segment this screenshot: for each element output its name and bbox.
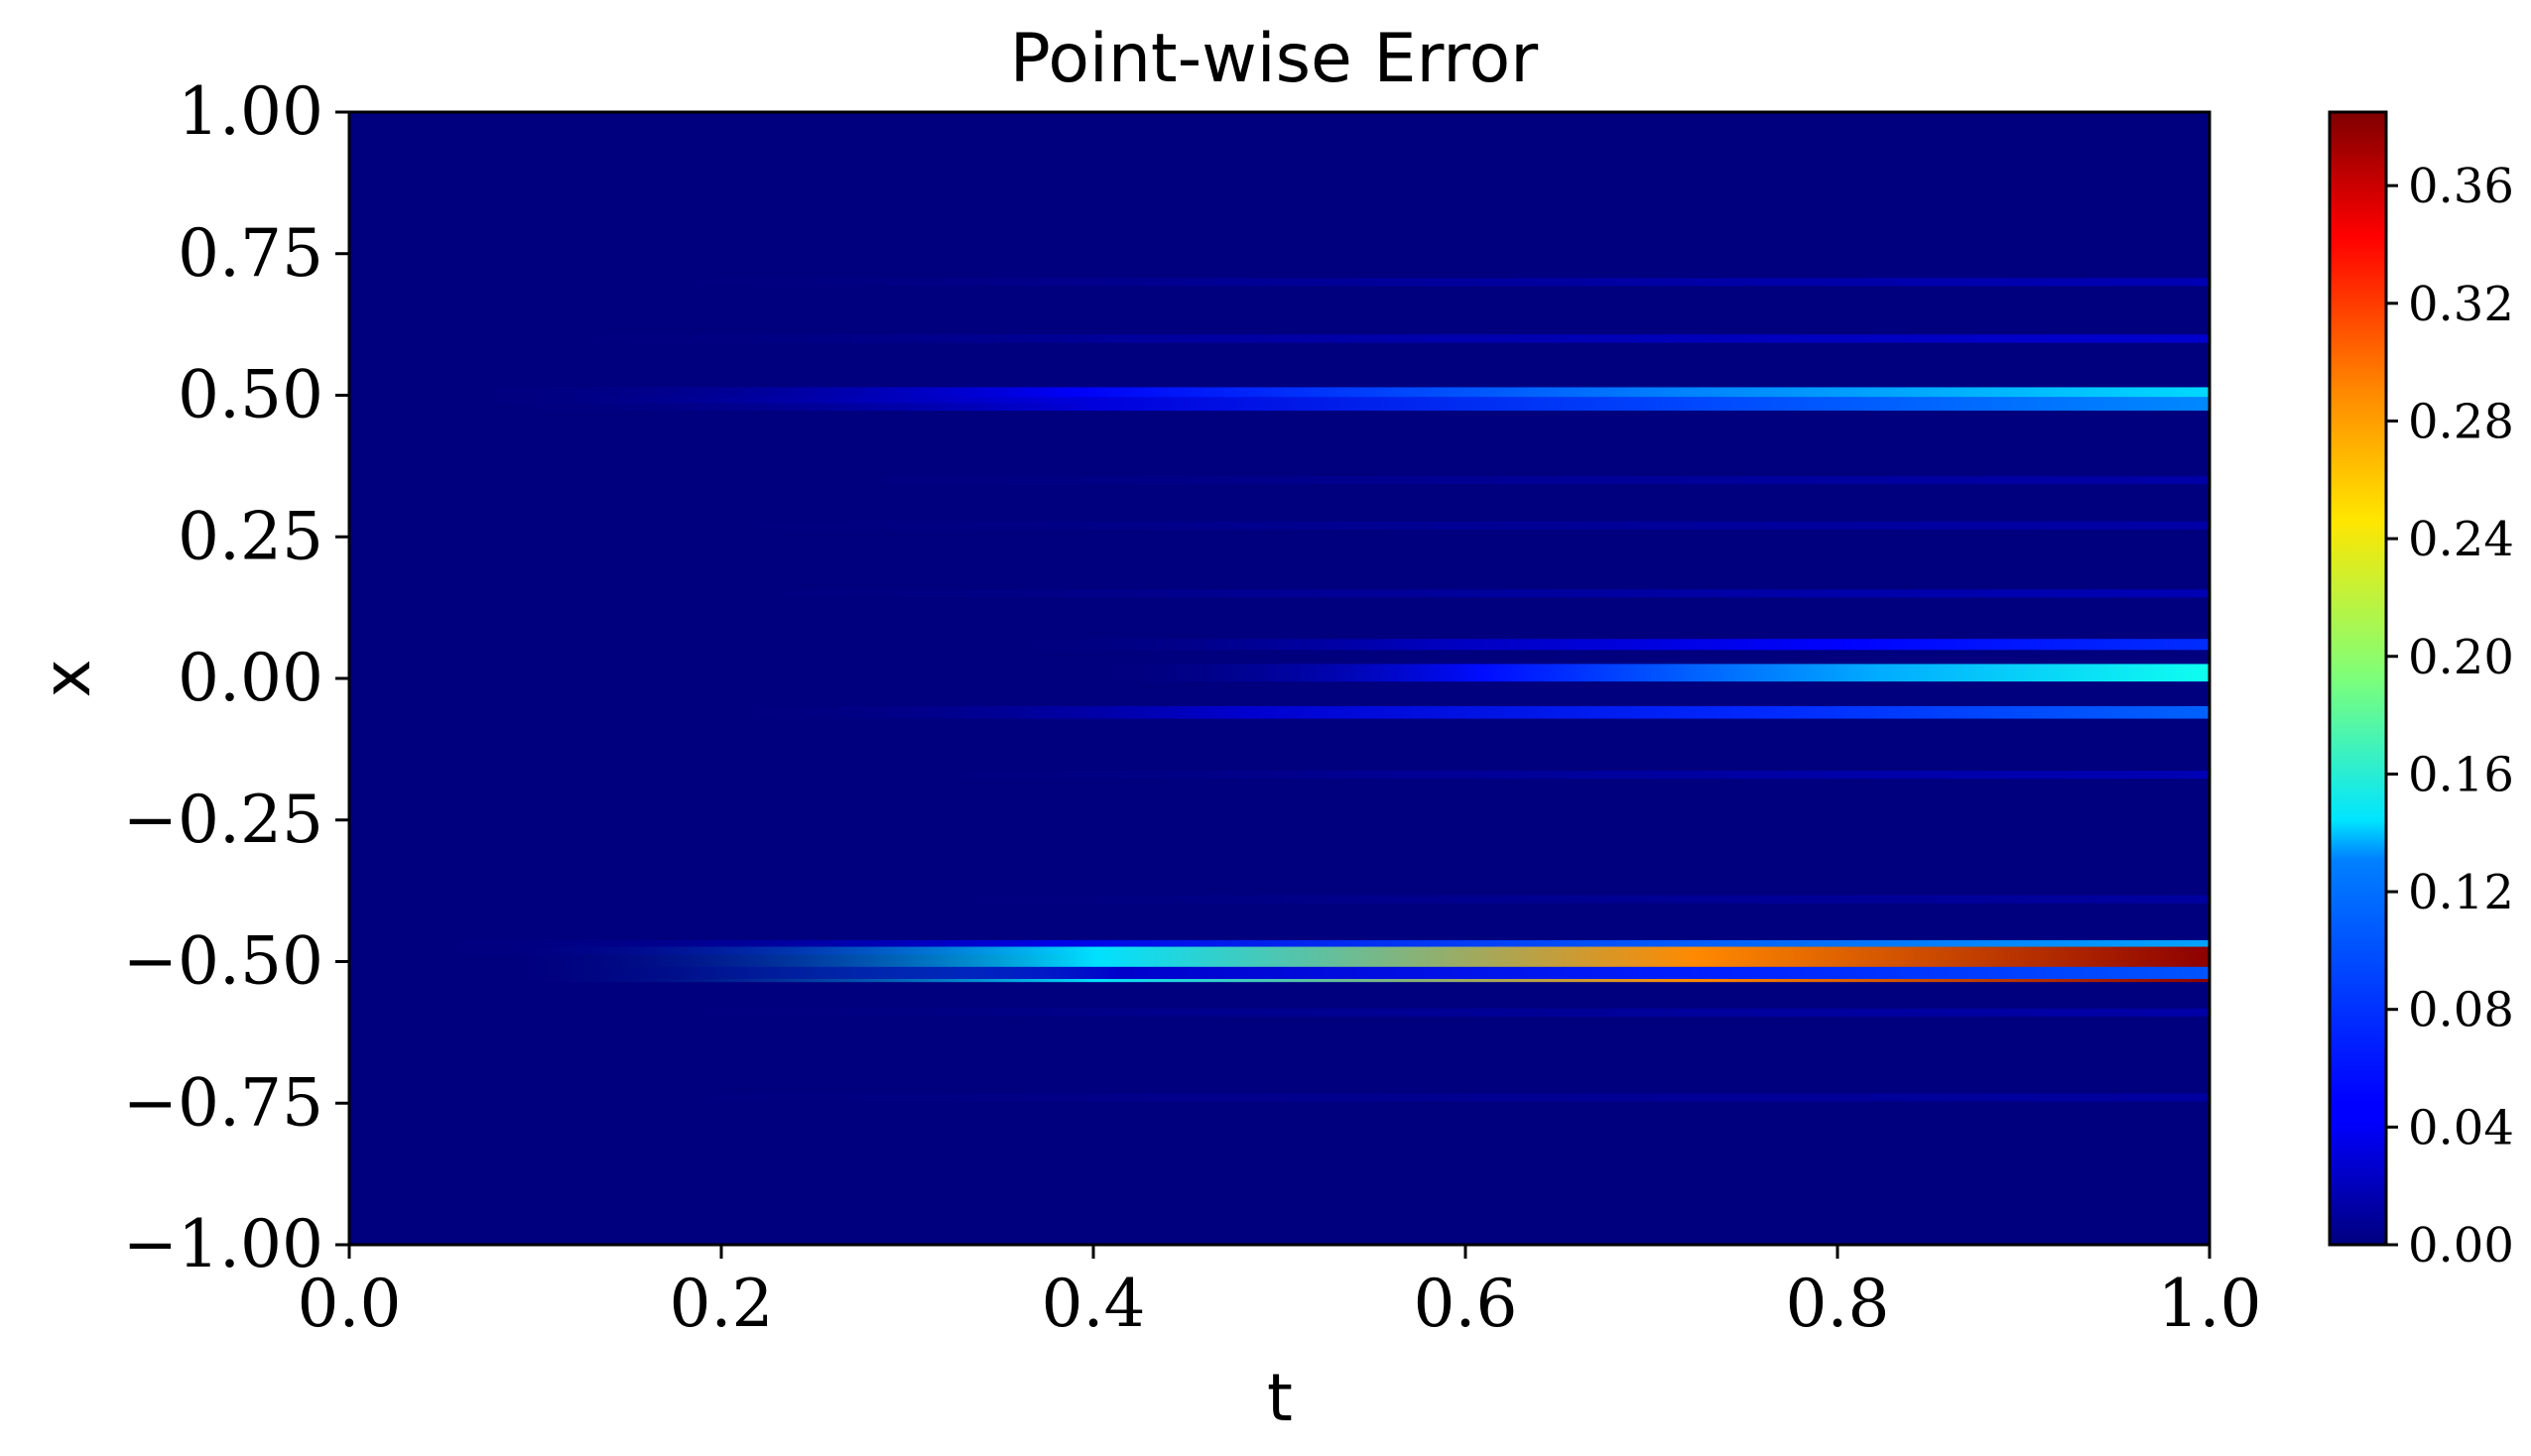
x-tick-label: 0.6 (1414, 1266, 1518, 1342)
x-tick-label: 0.8 (1786, 1266, 1890, 1342)
colorbar-tick-label: 0.00 (2408, 1218, 2514, 1274)
x-tick-label: 0.2 (670, 1266, 774, 1342)
y-tick-label: 0.25 (178, 498, 323, 574)
colorbar-tick-label: 0.20 (2408, 630, 2514, 685)
error-band (349, 705, 2210, 719)
error-band (349, 895, 2210, 904)
colorbar-tick-label: 0.32 (2408, 277, 2514, 332)
x-tick-label: 0.4 (1042, 1266, 1146, 1342)
colorbar-tick-label: 0.04 (2408, 1100, 2514, 1155)
error-band (349, 334, 2210, 343)
y-tick-label: 0.75 (178, 215, 323, 292)
y-tick-label: −0.25 (123, 782, 323, 858)
y-tick-label: 1.00 (178, 73, 323, 150)
x-axis-label: t (1267, 1360, 1293, 1436)
y-tick-label: 0.50 (178, 357, 323, 433)
colorbar-tick-label: 0.16 (2408, 747, 2514, 802)
error-band (349, 664, 2210, 682)
y-tick-label: −1.00 (123, 1206, 323, 1282)
error-band (349, 521, 2210, 530)
colorbar (2328, 110, 2388, 1247)
colorbar-tick-label: 0.12 (2408, 865, 2514, 920)
colorbar-ticks: 0.00 0.04 0.08 0.12 0.16 0.20 0.24 0.28 0.32 0.36 (2386, 159, 2514, 1274)
colorbar-tick-label: 0.08 (2408, 983, 2514, 1038)
error-band (349, 639, 2210, 651)
x-axis-ticks: 0.0 0.2 0.4 0.6 0.8 1.0 (298, 1245, 2262, 1342)
error-band (349, 397, 2210, 411)
colorbar-tick-label: 0.28 (2408, 394, 2514, 449)
chart-title: Point-wise Error (1010, 20, 1539, 98)
y-tick-label: 0.00 (178, 640, 323, 716)
y-axis-label: x (29, 659, 105, 697)
y-tick-label: −0.50 (123, 923, 323, 1000)
x-tick-label: 0.0 (298, 1266, 402, 1342)
error-band (349, 1093, 2210, 1102)
error-band (349, 589, 2210, 598)
error-band (349, 476, 2210, 485)
y-axis-ticks: 1.00 0.75 0.50 0.25 0.00 −0.25 −0.50 −0.75 −1.00 (123, 73, 349, 1282)
error-band (349, 771, 2210, 780)
x-tick-label: 1.0 (2158, 1266, 2262, 1342)
error-band (349, 1008, 2210, 1017)
colorbar-tick-label: 0.24 (2408, 512, 2514, 567)
heatmap-bands (349, 278, 2210, 1102)
error-band (349, 278, 2210, 287)
colorbar-tick-label: 0.36 (2408, 159, 2514, 214)
error-band (349, 966, 2210, 980)
y-tick-label: −0.75 (123, 1064, 323, 1141)
